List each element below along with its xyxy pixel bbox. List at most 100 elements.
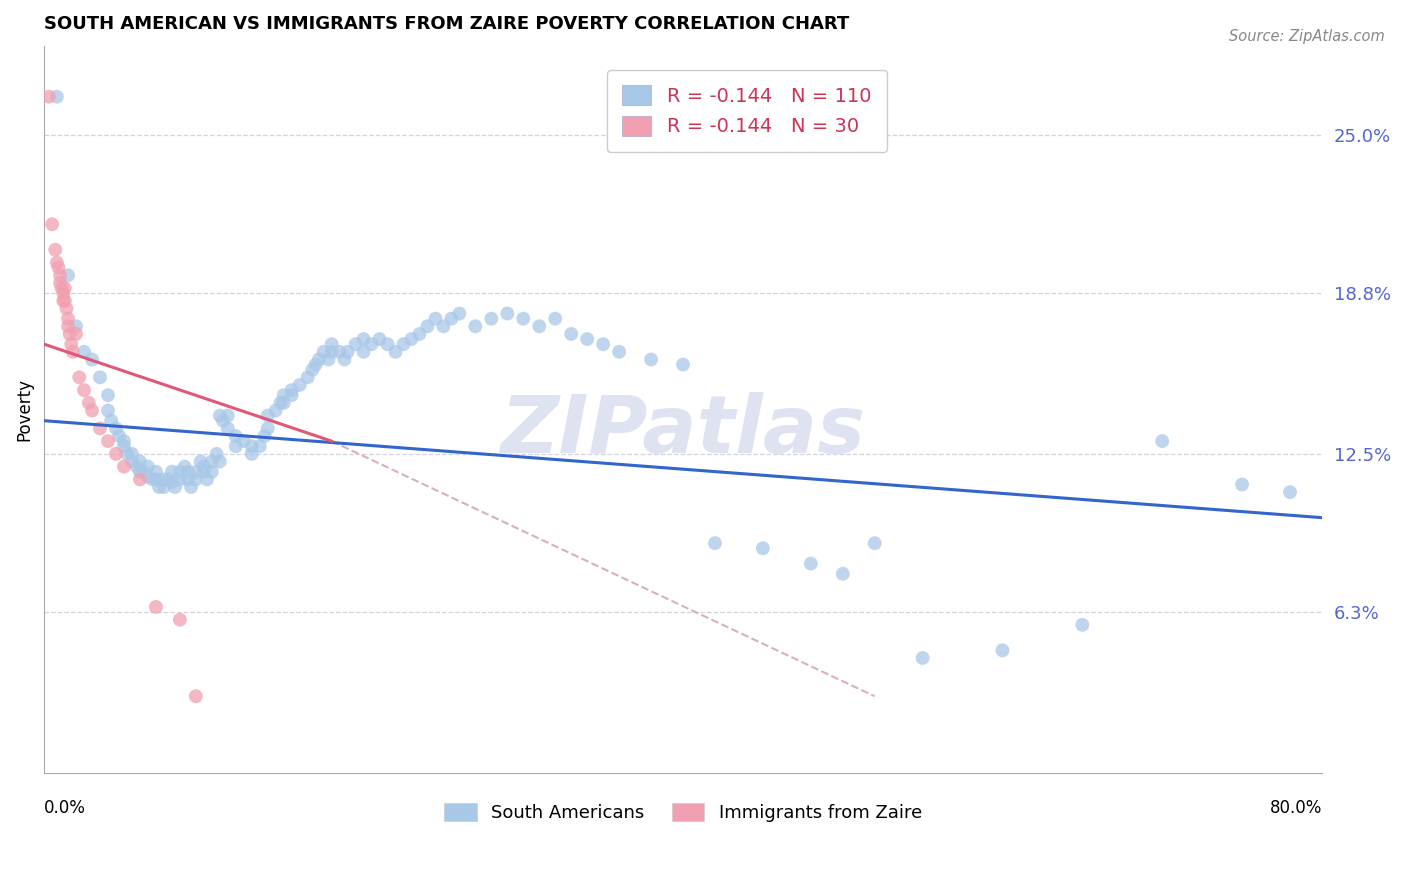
Point xyxy=(97,403,120,417)
Point xyxy=(297,370,319,384)
Point xyxy=(41,217,63,231)
Point xyxy=(800,557,823,571)
Point xyxy=(112,434,135,449)
Point xyxy=(136,459,159,474)
Point xyxy=(136,470,159,484)
Point xyxy=(863,536,886,550)
Point xyxy=(576,332,599,346)
Point xyxy=(312,344,335,359)
Point xyxy=(80,352,103,367)
Point xyxy=(991,643,1014,657)
Point xyxy=(264,403,287,417)
Point xyxy=(270,396,292,410)
Point xyxy=(305,358,328,372)
Point xyxy=(148,480,170,494)
Point xyxy=(336,344,359,359)
Point xyxy=(77,396,100,410)
Point xyxy=(640,352,662,367)
Point xyxy=(752,541,775,556)
Point xyxy=(53,281,76,295)
Point xyxy=(592,337,614,351)
Point xyxy=(157,472,180,486)
Point xyxy=(62,344,84,359)
Point xyxy=(201,454,224,468)
Point xyxy=(195,472,218,486)
Point xyxy=(60,337,83,351)
Point xyxy=(132,465,155,479)
Point xyxy=(73,344,96,359)
Point xyxy=(65,319,87,334)
Point xyxy=(240,447,263,461)
Point xyxy=(208,409,231,423)
Point xyxy=(560,326,582,341)
Point xyxy=(184,690,207,704)
Point xyxy=(112,439,135,453)
Point xyxy=(672,358,695,372)
Point xyxy=(212,414,235,428)
Point xyxy=(142,472,165,486)
Point xyxy=(496,307,519,321)
Point xyxy=(607,344,630,359)
Point xyxy=(273,396,295,410)
Point xyxy=(432,319,454,334)
Point xyxy=(52,286,75,301)
Point xyxy=(353,332,375,346)
Point xyxy=(121,447,143,461)
Point xyxy=(56,311,79,326)
Point xyxy=(253,429,276,443)
Point xyxy=(177,465,200,479)
Point xyxy=(704,536,727,550)
Point xyxy=(225,439,247,453)
Point xyxy=(52,293,75,308)
Point xyxy=(129,454,152,468)
Point xyxy=(169,465,191,479)
Point xyxy=(193,465,215,479)
Point xyxy=(360,337,382,351)
Point xyxy=(1278,485,1301,500)
Point xyxy=(89,370,111,384)
Legend: R = -0.144   N = 110, R = -0.144   N = 30: R = -0.144 N = 110, R = -0.144 N = 30 xyxy=(607,70,887,152)
Point xyxy=(129,465,152,479)
Point xyxy=(193,459,215,474)
Point xyxy=(165,480,187,494)
Point xyxy=(911,651,934,665)
Point xyxy=(108,429,131,443)
Point xyxy=(169,613,191,627)
Point xyxy=(184,465,207,479)
Point xyxy=(51,281,73,295)
Point xyxy=(240,439,263,453)
Point xyxy=(100,414,122,428)
Point xyxy=(401,332,423,346)
Point xyxy=(145,472,167,486)
Point xyxy=(44,243,66,257)
Point xyxy=(318,352,340,367)
Point xyxy=(97,434,120,449)
Point xyxy=(145,465,167,479)
Point xyxy=(217,409,239,423)
Point xyxy=(225,429,247,443)
Point xyxy=(344,337,367,351)
Point xyxy=(38,89,60,103)
Point xyxy=(145,599,167,614)
Text: 80.0%: 80.0% xyxy=(1270,798,1322,817)
Point xyxy=(529,319,551,334)
Point xyxy=(321,344,343,359)
Point xyxy=(104,421,127,435)
Point xyxy=(49,268,72,283)
Point xyxy=(59,326,82,341)
Point xyxy=(80,403,103,417)
Point xyxy=(256,421,278,435)
Text: SOUTH AMERICAN VS IMMIGRANTS FROM ZAIRE POVERTY CORRELATION CHART: SOUTH AMERICAN VS IMMIGRANTS FROM ZAIRE … xyxy=(44,15,849,33)
Point xyxy=(67,370,90,384)
Point xyxy=(544,311,567,326)
Point xyxy=(321,337,343,351)
Point xyxy=(73,383,96,397)
Point xyxy=(190,454,212,468)
Text: 0.0%: 0.0% xyxy=(44,798,86,817)
Point xyxy=(45,89,67,103)
Point xyxy=(201,465,224,479)
Point xyxy=(416,319,439,334)
Point xyxy=(180,480,202,494)
Point xyxy=(329,344,352,359)
Point xyxy=(256,409,278,423)
